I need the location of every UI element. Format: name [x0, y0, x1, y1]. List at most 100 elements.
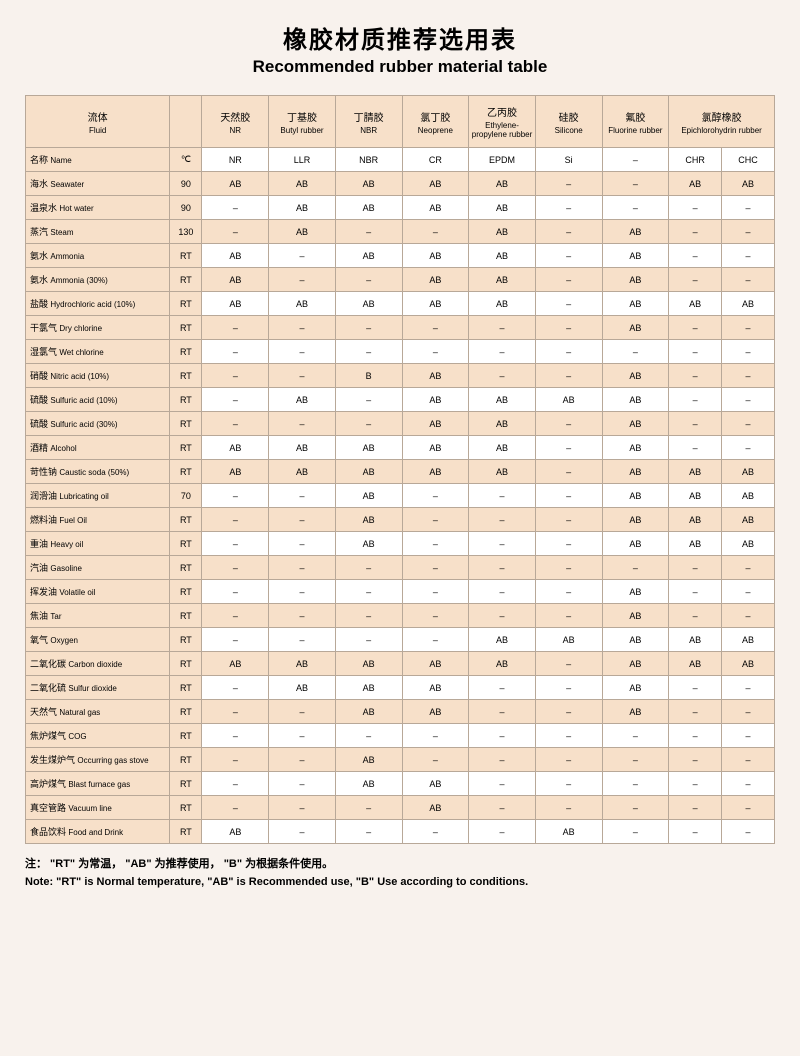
value-cell: –	[202, 700, 269, 724]
value-cell: AB	[469, 268, 536, 292]
value-cell: AB	[602, 364, 669, 388]
fluid-cell: 高炉煤气 Blast furnace gas	[26, 772, 170, 796]
value-cell: –	[669, 580, 722, 604]
value-cell: AB	[602, 412, 669, 436]
value-cell: AB	[602, 676, 669, 700]
fluid-cell: 温泉水 Hot water	[26, 196, 170, 220]
value-cell: AB	[602, 316, 669, 340]
table-row: 二氧化碳 Carbon dioxideRTABABABABAB–ABABAB	[26, 652, 775, 676]
value-cell: –	[669, 316, 722, 340]
value-cell: AB	[202, 292, 269, 316]
value-cell: –	[469, 676, 536, 700]
value-cell: AB	[602, 244, 669, 268]
fluid-cell: 焦油 Tar	[26, 604, 170, 628]
value-cell: –	[535, 436, 602, 460]
value-cell: –	[269, 700, 336, 724]
value-cell: –	[535, 796, 602, 820]
table-row: 盐酸 Hydrochloric acid (10%)RTABABABABAB–A…	[26, 292, 775, 316]
value-cell: AB	[602, 460, 669, 484]
code-cell: CR	[402, 148, 469, 172]
table-row: 二氧化硫 Sulfur dioxideRT–ABABAB––AB––	[26, 676, 775, 700]
fluid-cell: 食品饮料 Food and Drink	[26, 820, 170, 844]
value-cell: AB	[669, 460, 722, 484]
value-cell: –	[535, 700, 602, 724]
value-cell: AB	[269, 220, 336, 244]
table-row: 氨水 Ammonia (30%)RTAB––ABAB–AB––	[26, 268, 775, 292]
table-row: 硝酸 Nitric acid (10%)RT––BAB––AB––	[26, 364, 775, 388]
title-block: 橡胶材质推荐选用表 Recommended rubber material ta…	[25, 20, 775, 77]
value-cell: AB	[269, 652, 336, 676]
value-cell: –	[535, 652, 602, 676]
value-cell: AB	[402, 436, 469, 460]
title-cn: 橡胶材质推荐选用表	[25, 20, 775, 55]
value-cell: –	[269, 820, 336, 844]
temp-cell: RT	[170, 316, 202, 340]
value-cell: –	[335, 556, 402, 580]
value-cell: –	[202, 388, 269, 412]
value-cell: AB	[535, 388, 602, 412]
header-temp	[170, 96, 202, 148]
value-cell: AB	[469, 196, 536, 220]
value-cell: –	[335, 604, 402, 628]
value-cell: –	[469, 316, 536, 340]
fluid-cell: 燃料油 Fuel Oil	[26, 508, 170, 532]
fluid-cell: 挥发油 Volatile oil	[26, 580, 170, 604]
value-cell: –	[722, 748, 775, 772]
title-en: Recommended rubber material table	[25, 57, 775, 77]
value-cell: –	[669, 244, 722, 268]
value-cell: –	[669, 748, 722, 772]
value-cell: AB	[335, 460, 402, 484]
value-cell: –	[202, 484, 269, 508]
value-cell: –	[722, 220, 775, 244]
footnote-en: Note: "RT" is Normal temperature, "AB" i…	[25, 874, 775, 892]
temp-cell: RT	[170, 796, 202, 820]
fluid-cell: 二氧化硫 Sulfur dioxide	[26, 676, 170, 700]
value-cell: –	[269, 316, 336, 340]
value-cell: –	[269, 556, 336, 580]
temp-cell: RT	[170, 676, 202, 700]
value-cell: –	[202, 676, 269, 700]
value-cell: AB	[269, 196, 336, 220]
value-cell: –	[722, 820, 775, 844]
table-head: 流体Fluid天然胶NR丁基胶Butyl rubber丁腈胶NBR氯丁胶Neop…	[26, 96, 775, 148]
value-cell: –	[202, 796, 269, 820]
value-cell: AB	[602, 508, 669, 532]
value-cell: AB	[669, 628, 722, 652]
fluid-cell: 氧气 Oxygen	[26, 628, 170, 652]
fluid-cell: 氨水 Ammonia (30%)	[26, 268, 170, 292]
value-cell: –	[202, 196, 269, 220]
temp-cell: RT	[170, 340, 202, 364]
header-material: 丁基胶Butyl rubber	[269, 96, 336, 148]
value-cell: –	[269, 796, 336, 820]
value-cell: –	[602, 724, 669, 748]
fluid-cell: 海水 Seawater	[26, 172, 170, 196]
value-cell: –	[535, 268, 602, 292]
value-cell: –	[402, 604, 469, 628]
value-cell: –	[202, 532, 269, 556]
value-cell: –	[669, 412, 722, 436]
value-cell: AB	[602, 388, 669, 412]
value-cell: AB	[402, 772, 469, 796]
value-cell: –	[469, 700, 536, 724]
value-cell: –	[535, 508, 602, 532]
footnote: 注： "RT" 为常温， "AB" 为推荐使用， "B" 为根据条件使用。 No…	[25, 856, 775, 891]
value-cell: –	[469, 772, 536, 796]
value-cell: –	[535, 364, 602, 388]
value-cell: AB	[469, 172, 536, 196]
value-cell: –	[535, 604, 602, 628]
value-cell: –	[269, 412, 336, 436]
fluid-cell: 汽油 Gasoline	[26, 556, 170, 580]
value-cell: –	[402, 484, 469, 508]
value-cell: AB	[402, 172, 469, 196]
value-cell: –	[202, 364, 269, 388]
value-cell: –	[535, 292, 602, 316]
value-cell: –	[602, 340, 669, 364]
name-row-label: 名称 Name	[26, 148, 170, 172]
temp-cell: RT	[170, 772, 202, 796]
code-cell: LLR	[269, 148, 336, 172]
value-cell: AB	[669, 172, 722, 196]
table-row: 天然气 Natural gasRT––ABAB––AB––	[26, 700, 775, 724]
value-cell: AB	[602, 700, 669, 724]
header-material: 氟胶Fluorine rubber	[602, 96, 669, 148]
value-cell: AB	[335, 436, 402, 460]
